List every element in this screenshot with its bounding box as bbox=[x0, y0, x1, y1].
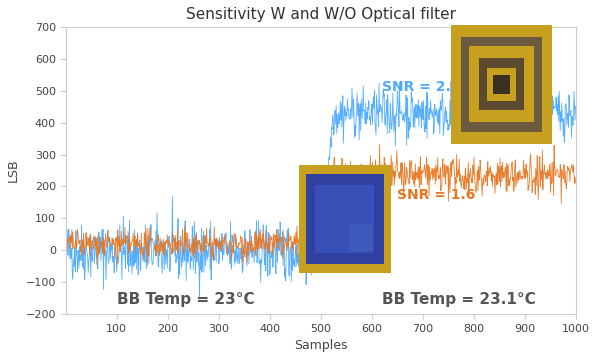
Bar bbox=[349, 224, 373, 251]
Bar bbox=[306, 174, 384, 264]
Text: SNR = 2.36: SNR = 2.36 bbox=[382, 80, 470, 94]
Bar bbox=[315, 185, 374, 253]
Text: BB Temp = 23.1°C: BB Temp = 23.1°C bbox=[382, 292, 536, 307]
Bar bbox=[461, 37, 542, 132]
Bar bbox=[479, 58, 524, 111]
Y-axis label: LSB: LSB bbox=[7, 159, 20, 182]
Title: Sensitivity W and W/O Optical filter: Sensitivity W and W/O Optical filter bbox=[186, 7, 456, 22]
Text: SNR = 1.6: SNR = 1.6 bbox=[398, 188, 476, 202]
Bar bbox=[469, 46, 534, 122]
Text: BB Temp = 23°C: BB Temp = 23°C bbox=[117, 292, 254, 307]
X-axis label: Samples: Samples bbox=[294, 339, 347, 352]
Bar bbox=[487, 68, 516, 101]
Bar bbox=[493, 75, 510, 94]
